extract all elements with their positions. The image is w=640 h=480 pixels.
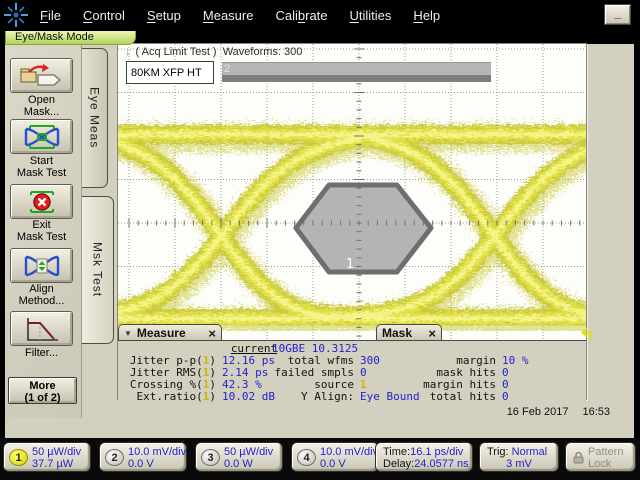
menu-utilities[interactable]: Utilities xyxy=(349,7,392,23)
collapse-icon[interactable]: ▼ xyxy=(124,328,132,338)
menu-file[interactable]: File xyxy=(40,7,61,23)
channel-3-badge: 3 xyxy=(201,449,220,466)
measure-readouts: current Jitter p-p(1) 12.16 ps Jitter RMS… xyxy=(120,343,286,403)
lock-icon xyxy=(573,451,584,464)
stat-row: margin 10 % xyxy=(456,354,529,367)
measure-close-icon[interactable]: × xyxy=(208,325,216,341)
mask-region-label: 1 xyxy=(346,257,354,272)
sidebar xyxy=(5,44,82,418)
mask-panel-title: Mask xyxy=(382,326,413,340)
open-mask-caption: Open Mask... xyxy=(23,94,60,118)
tab-eye-meas[interactable]: Eye Meas xyxy=(82,48,108,188)
channel-2-button[interactable]: 2 10.0 mV/div 0.0 V xyxy=(99,442,187,472)
measure-row: Jitter RMS(1) 2.14 ps xyxy=(129,366,269,379)
filter-icon xyxy=(26,317,58,341)
datetime: 16 Feb 2017 16:53 xyxy=(460,406,620,418)
mask-panel-tab[interactable]: Mask × xyxy=(376,324,442,341)
measure-col-header: current xyxy=(230,342,278,355)
acq-progress-bar: 2 xyxy=(222,62,491,82)
mask-title-box: 80KM XFP HT xyxy=(126,61,214,84)
acq-status: ↓( Acq Limit Test ) Waveforms: 300 xyxy=(125,46,303,58)
menu-measure[interactable]: Measure xyxy=(202,7,254,23)
agilent-spark-icon xyxy=(4,3,28,27)
filter-caption: Filter... xyxy=(24,347,58,359)
minimize-button[interactable]: _ xyxy=(604,4,631,25)
exit-mask-test-caption: Exit Mask Test xyxy=(16,219,67,243)
start-mask-test-icon xyxy=(24,124,59,149)
mask-polygon xyxy=(293,182,434,275)
open-mask-button[interactable] xyxy=(10,58,73,93)
timebase-button[interactable]: Time:16.1 ps/div Delay:24.0577 ns xyxy=(375,442,473,472)
filter-button[interactable] xyxy=(10,311,73,346)
mask-row: source 1 xyxy=(314,378,367,391)
start-mask-test-caption: Start Mask Test xyxy=(16,155,67,179)
menu-control[interactable]: Control xyxy=(82,7,125,23)
open-mask-icon xyxy=(20,63,61,86)
channel-4-button[interactable]: 4 10.0 mV/div 0.0 V xyxy=(291,442,379,472)
exit-mask-test-button[interactable] xyxy=(10,184,73,219)
menu-calibrate[interactable]: Calibrate xyxy=(275,7,328,23)
download-arrow-icon: ↓ xyxy=(125,46,131,58)
waveform-display: 1 ↓( Acq Limit Test ) Waveforms: 300 80K… xyxy=(117,43,587,403)
stat-row: margin hits 0 xyxy=(423,378,509,391)
mask-row: Y Align: Eye Bound xyxy=(301,390,420,403)
mask-standard: 10GBE 10.3125 xyxy=(272,342,359,355)
measure-panel-tab[interactable]: ▼ Measure × xyxy=(118,324,222,341)
measure-row: Ext.ratio(1) 10.02 dB xyxy=(136,390,275,403)
menu-setup[interactable]: Setup xyxy=(146,7,181,23)
tab-mask-test[interactable]: Msk Test xyxy=(82,196,114,344)
mask-row: failed smpls 0 xyxy=(274,366,367,379)
trigger-button[interactable]: Trig: Normal 3 mV xyxy=(479,442,559,472)
menu-bar: File Control Setup Measure Calibrate Uti… xyxy=(0,0,640,30)
mask-close-icon[interactable]: × xyxy=(428,325,436,341)
measure-panel-title: Measure xyxy=(136,326,186,340)
more-button[interactable]: More (1 of 2) xyxy=(8,377,77,404)
align-method-button[interactable] xyxy=(10,248,73,283)
eye-diagram: 1 xyxy=(118,44,586,399)
mask-hit-stats: margin 10 % mask hits 0 margin hits 0 total… xyxy=(386,354,529,403)
results-panel: ▼ Measure × Mask × current Jitter p-p(1)… xyxy=(118,324,586,403)
align-method-caption: Align Method... xyxy=(18,283,65,307)
mode-label: Eye/Mask Mode xyxy=(5,31,136,45)
pattern-lock-button[interactable]: Pattern Lock xyxy=(565,442,636,472)
mask-row: total wfms 300 xyxy=(287,354,380,367)
align-method-icon xyxy=(24,255,59,276)
results-panel-content: current Jitter p-p(1) 12.16 ps Jitter RMS… xyxy=(118,340,586,403)
measure-row: Crossing %(1) 42.3 % xyxy=(129,378,262,391)
bottom-bar: 1 50 µW/div 37.7 µW 2 10.0 mV/div 0.0 V 3 … xyxy=(0,438,640,480)
stat-row: mask hits 0 xyxy=(436,366,509,379)
channel-3-button[interactable]: 3 50 µW/div 0.0 W xyxy=(195,442,283,472)
channel-1-badge: 1 xyxy=(9,449,28,466)
channel-1-button[interactable]: 1 50 µW/div 37.7 µW xyxy=(3,442,91,472)
progress-channel-label: 2 xyxy=(224,63,231,75)
date-label: 16 Feb 2017 xyxy=(506,406,569,418)
exit-mask-test-icon xyxy=(29,190,54,213)
measure-row: Jitter p-p(1) 12.16 ps xyxy=(129,354,275,367)
menu-help[interactable]: Help xyxy=(413,7,441,23)
time-label: 16:53 xyxy=(582,406,610,418)
stat-row: total hits 0 xyxy=(429,390,509,403)
channel-4-badge: 4 xyxy=(297,449,316,466)
return-arrow-icon[interactable] xyxy=(578,325,595,342)
mask-readouts: 10GBE 10.3125 total wfms 300 failed smpls… xyxy=(260,343,420,403)
channel-2-badge: 2 xyxy=(105,449,124,466)
start-mask-test-button[interactable] xyxy=(10,119,73,154)
